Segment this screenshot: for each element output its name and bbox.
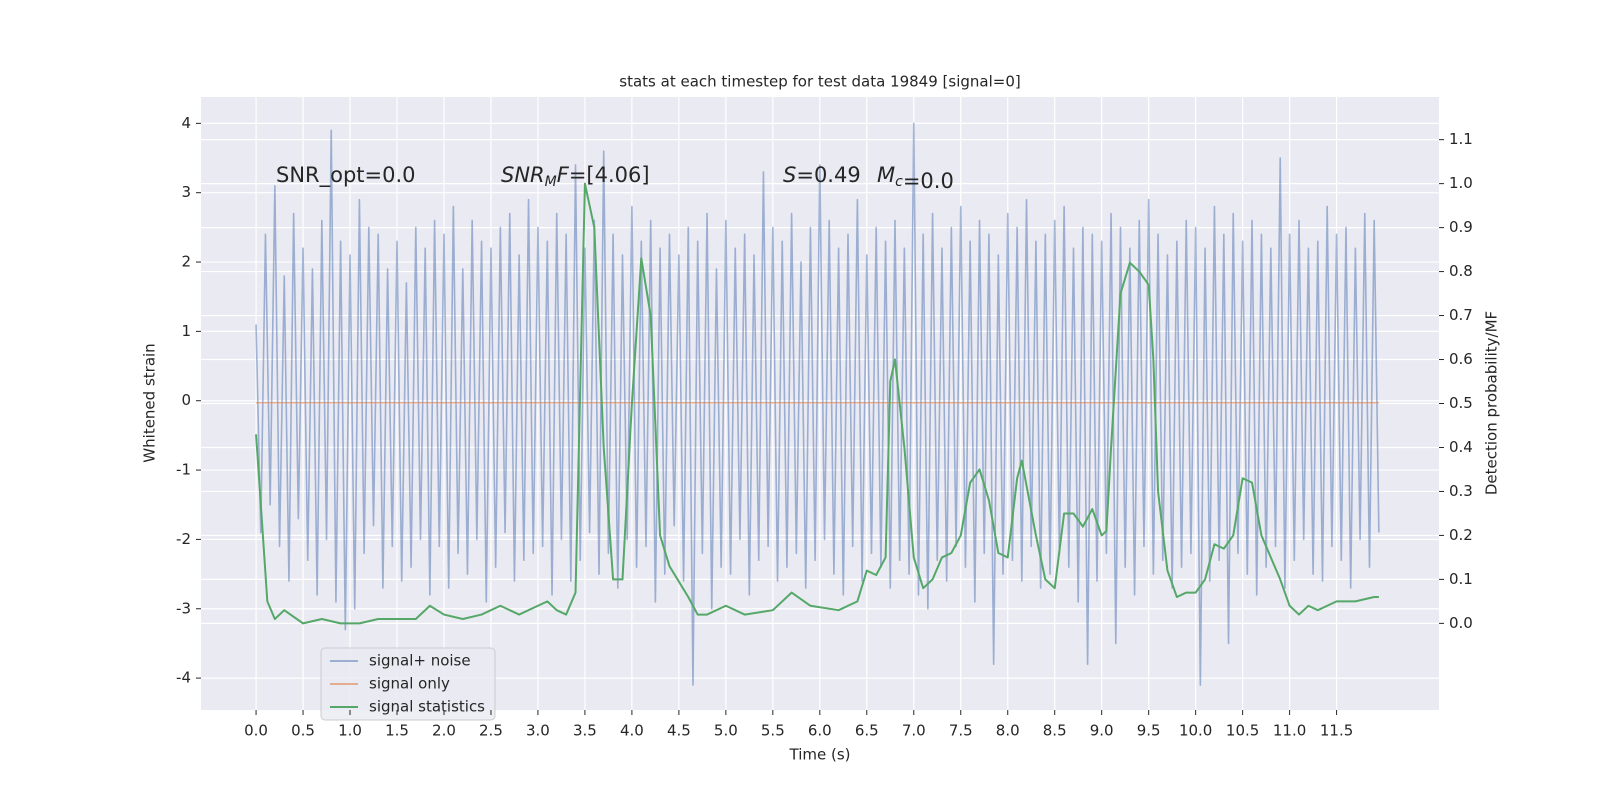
legend-box [320,647,496,721]
x-tick-label: 5.0 [714,722,738,740]
x-tick-label: 3.0 [526,722,550,740]
annotation-math: M [877,163,895,187]
x-tick-label: 0.0 [244,722,268,740]
x-tick-label: 8.0 [996,722,1020,740]
y2-tick-label: 0.6 [1449,350,1473,368]
legend-label: signal only [369,675,450,693]
x-axis-label: Time (s) [789,746,851,764]
annotation-sub: c [895,174,903,190]
x-tick-label: 6.5 [855,722,879,740]
annotation-math: SNR [501,163,545,187]
x-tick-label: 4.5 [667,722,691,740]
annotation-sub: M [545,174,557,190]
annotation: SNR_opt=0.0 [276,163,416,188]
y2-tick-label: 0.8 [1449,262,1473,280]
series-line [255,122,1380,686]
x-tick-label: 7.5 [949,722,973,740]
annotation-text: SNR_opt=0.0 [276,163,416,188]
y2-axis-label: Detection probability/MF [1483,311,1501,495]
x-tick-label: 6.0 [808,722,832,740]
y2-tick-label: 0.3 [1449,482,1473,500]
y-tick-label: -4 [176,669,191,687]
x-tick-label: 11.5 [1320,722,1353,740]
annotation: Mc=0.0 [877,163,954,193]
annotation-math: F [557,163,570,187]
y-tick-label: 1 [181,322,191,340]
x-tick-label: 0.5 [291,722,315,740]
legend-label: signal+ noise [369,652,471,670]
x-tick-label: 10.5 [1226,722,1259,740]
x-tick-label: 5.5 [761,722,785,740]
annotation-text: =0.49 [796,163,860,187]
y-axis-label: Whitened strain [141,343,159,462]
y-tick-label: -1 [176,461,191,479]
x-tick-label: 7.0 [902,722,926,740]
y-tick-label: 4 [181,114,191,132]
y2-tick-label: 1.1 [1449,130,1473,148]
x-tick-label: 10.0 [1179,722,1212,740]
annotation: S=0.49 [783,163,861,187]
x-tick-label: 9.5 [1137,722,1161,740]
y-tick-label: 3 [181,183,191,201]
x-tick-label: 2.0 [432,722,456,740]
y2-tick-label: 0.0 [1449,614,1473,632]
annotation: SNRMF=[4.06] [501,163,650,190]
annotation-text: =[4.06] [569,163,650,187]
chart-title: stats at each timestep for test data 198… [619,73,1020,91]
x-tick-label: 1.5 [385,722,409,740]
y2-tick-label: 1.0 [1449,174,1473,192]
y2-tick-label: 0.9 [1449,218,1473,236]
annotation-text: =0.0 [903,169,954,193]
y-tick-label: -3 [176,599,191,617]
y2-tick-label: 0.4 [1449,438,1473,456]
y-tick-label: 2 [181,253,191,271]
y2-tick-label: 0.7 [1449,306,1473,324]
legend-label: signal statistics [369,698,485,716]
series-line [255,182,1379,625]
y-tick-label: 0 [181,391,191,409]
x-tick-label: 4.0 [620,722,644,740]
y2-tick-label: 0.2 [1449,526,1473,544]
annotation-math: S [783,163,796,187]
x-tick-label: 3.5 [573,722,597,740]
x-tick-label: 11.0 [1273,722,1306,740]
x-tick-label: 2.5 [479,722,503,740]
x-tick-label: 1.0 [338,722,362,740]
x-tick-label: 9.0 [1090,722,1114,740]
y-tick-label: -2 [176,530,191,548]
y2-tick-label: 0.5 [1449,394,1473,412]
y2-tick-label: 0.1 [1449,570,1473,588]
x-tick-label: 8.5 [1043,722,1067,740]
